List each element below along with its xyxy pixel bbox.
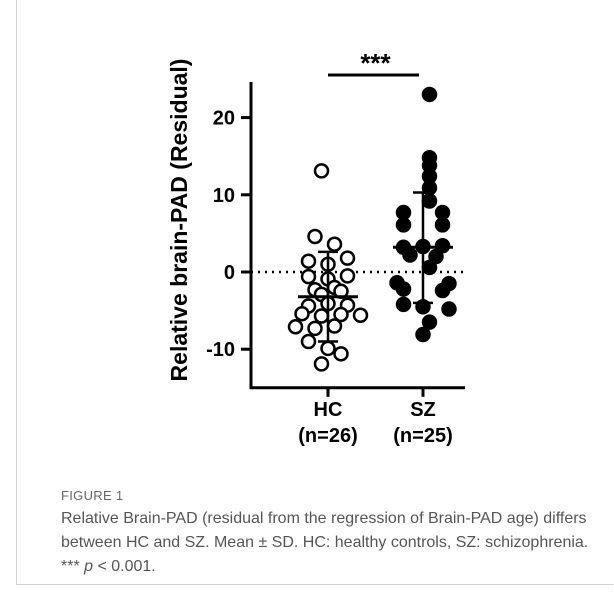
figure-label: FIGURE 1 (61, 488, 124, 503)
hc-data-point (320, 340, 336, 357)
x-tick-label: SZ (410, 399, 436, 421)
y-tick-label: 0 (224, 262, 235, 284)
hc-data-point (339, 250, 356, 266)
x-tick-label: (n=26) (298, 425, 357, 447)
hc-data-point (339, 268, 356, 284)
figure-card: -10 0 10 20 Relative brain-PAD (Residual) HC (… (16, 0, 613, 585)
hc-data-point (352, 307, 369, 323)
sz-data-point (421, 259, 438, 276)
sz-data-point (395, 217, 412, 233)
y-axis-label: Relative brain-PAD (Residual) (166, 59, 192, 382)
hc-data-point (300, 333, 317, 350)
sz-data-point (415, 326, 431, 343)
hc-data-point (313, 163, 330, 179)
hc-data-point (333, 306, 349, 323)
sz-data-point (395, 296, 412, 313)
scatter-plot: -10 0 10 20 Relative brain-PAD (Residual) HC (… (166, 48, 465, 447)
sz-data-point (441, 301, 457, 317)
x-tick-label: (n=25) (393, 425, 452, 447)
figure-caption: FIGURE 1 Relative Brain-PAD (residual fr… (61, 488, 601, 579)
y-tick-label: 20 (213, 108, 235, 130)
sz-data-point (421, 86, 438, 103)
sz-data-point (395, 281, 412, 297)
hc-data-point (307, 320, 323, 337)
sz-data-point (402, 247, 418, 263)
hc-data-point (313, 308, 330, 324)
sz-data-point (434, 282, 451, 299)
y-tick-label: -10 (206, 339, 235, 361)
sz-data-point (434, 238, 451, 254)
sz-data-point (395, 204, 412, 221)
sz-data-point (421, 193, 438, 209)
sz-data-point (421, 314, 438, 330)
hc-data-point (326, 318, 343, 334)
sz-data-point (434, 204, 451, 221)
y-tick-label: 10 (213, 185, 235, 207)
hc-data-point (300, 253, 317, 269)
sz-data-point (434, 217, 451, 233)
hc-data-point (333, 346, 349, 362)
hc-data-point (307, 228, 323, 245)
hc-data-point (294, 305, 310, 322)
hc-data-point (313, 356, 330, 372)
sz-data-point (428, 248, 444, 265)
figure-caption-text: Relative Brain-PAD (residual from the re… (61, 510, 589, 575)
x-tick-label: HC (314, 399, 343, 421)
hc-data-point (300, 268, 317, 285)
hc-data-point (287, 319, 304, 335)
significance-label: *** (360, 48, 391, 78)
hc-data-point (326, 236, 343, 252)
